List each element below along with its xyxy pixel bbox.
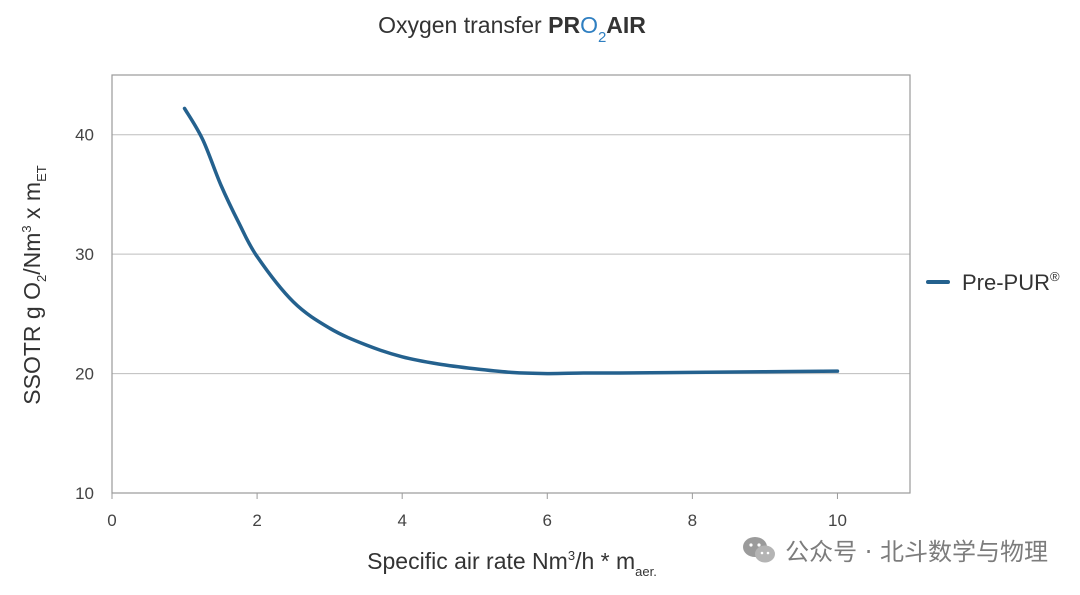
y-axis-label-sub2: ET: [34, 165, 49, 182]
chart-title: Oxygen transfer PRO2AIR: [378, 12, 646, 46]
x-tick-label: 2: [252, 511, 261, 530]
x-axis-label-mid: /h * m: [575, 548, 635, 574]
y-axis-label: SSOTR g O2/Nm3 x mET: [19, 165, 49, 404]
wechat-icon: [743, 536, 776, 562]
x-tick-label: 6: [543, 511, 552, 530]
chart-title-brand-air: AIR: [606, 12, 646, 38]
watermark-text: 公众号 · 北斗数学与物理: [785, 538, 1048, 566]
chart-title-prefix: Oxygen transfer: [378, 12, 548, 38]
x-axis-label: Specific air rate Nm3/h * maer.: [367, 548, 657, 579]
x-tick-label: 0: [107, 511, 116, 530]
y-tick-label: 20: [75, 365, 94, 384]
y-axis-label-sub1: 2: [34, 275, 49, 282]
plot-area-frame: [111, 74, 911, 494]
y-tick-label: 10: [75, 484, 94, 503]
legend-label: Pre-PUR®: [962, 269, 1060, 295]
series-line-pre-pur: [182, 106, 840, 376]
legend-label-mark: ®: [1050, 269, 1060, 284]
series-layer: [182, 106, 840, 376]
tick-labels: 10 20 30 40 0 2 4 6 8 10: [75, 126, 847, 530]
chart-title-brand-pr: PR: [548, 12, 580, 38]
x-axis-label-main: Specific air rate Nm: [367, 548, 568, 574]
y-tick-label: 40: [75, 126, 94, 145]
x-tick-label: 10: [828, 511, 847, 530]
x-tick-label: 4: [397, 511, 406, 530]
y-tick-label: 30: [75, 245, 94, 264]
y-axis-label-sup: 3: [19, 225, 34, 232]
x-tick-label: 8: [688, 511, 697, 530]
x-axis-label-sub: aer.: [635, 564, 657, 579]
legend: Pre-PUR®: [926, 269, 1060, 295]
grid: [112, 134, 910, 375]
legend-label-name: Pre-PUR: [962, 270, 1050, 295]
y-axis-label-x: x m: [19, 182, 45, 225]
chart-title-brand-sub: 2: [598, 29, 606, 46]
y-axis-label-mid: /Nm: [19, 233, 45, 275]
y-axis-label-main: SSOTR g O: [19, 282, 45, 405]
watermark: 公众号 · 北斗数学与物理: [741, 532, 1048, 567]
chart-title-brand-o: O: [580, 12, 598, 38]
x-axis-label-sup: 3: [568, 548, 575, 563]
